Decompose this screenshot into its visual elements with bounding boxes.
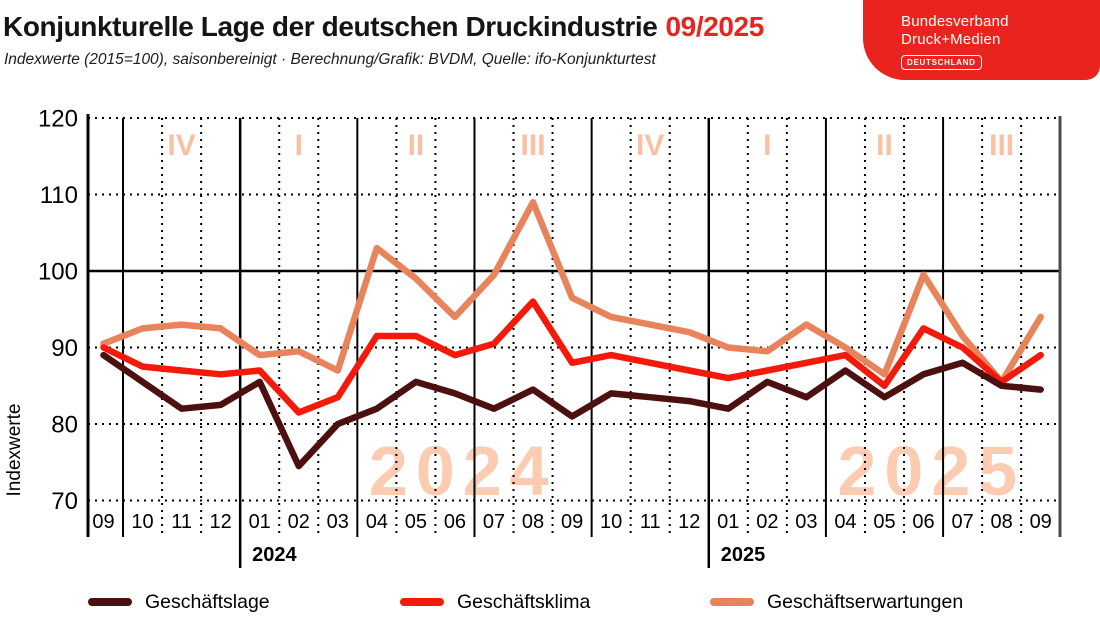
page-subtitle: Indexwerte (2015=100), saisonbereinigt ·… bbox=[4, 51, 656, 68]
x-tick-label: 06 bbox=[444, 511, 466, 533]
page-title-text: Konjunkturelle Lage der deutschen Drucki… bbox=[3, 11, 658, 42]
y-tick-label: 100 bbox=[38, 259, 78, 286]
legend-label-geschaeftsklima: Geschäftsklima bbox=[457, 590, 591, 613]
x-tick-label: 05 bbox=[873, 511, 895, 533]
x-tick-label: 03 bbox=[327, 511, 349, 533]
x-tick-label: 02 bbox=[756, 511, 778, 533]
quarter-label: III bbox=[989, 129, 1014, 162]
bvdm-logo: Bundesverband Druck+Medien DEUTSCHLAND bbox=[863, 0, 1100, 80]
x-tick-label: 07 bbox=[951, 511, 973, 533]
quarter-label: II bbox=[876, 129, 893, 162]
y-tick-label: 110 bbox=[40, 182, 78, 209]
x-tick-label: 02 bbox=[288, 511, 310, 533]
year-label: 2025 bbox=[721, 544, 766, 566]
legend-label-geschaeftslage: Geschäftslage bbox=[145, 590, 270, 613]
y-axis-title: Indexwerte bbox=[4, 404, 25, 497]
x-tick-label: 10 bbox=[131, 511, 153, 533]
legend-item-geschaeftsklima: Geschäftsklima bbox=[400, 588, 590, 616]
year-watermark: 2024 bbox=[369, 432, 557, 510]
quarter-label: I bbox=[295, 129, 303, 162]
series-line-geschäftsklima bbox=[100, 298, 1044, 416]
x-tick-label: 06 bbox=[912, 511, 934, 533]
x-tick-label: 10 bbox=[600, 511, 622, 533]
x-tick-label: 08 bbox=[522, 511, 544, 533]
x-tick-label: 09 bbox=[1030, 511, 1052, 533]
page-title: Konjunkturelle Lage der deutschen Drucki… bbox=[3, 11, 764, 43]
legend-swatch-geschaeftserwartungen bbox=[710, 598, 754, 606]
x-tick-label: 09 bbox=[561, 511, 583, 533]
x-tick-label: 09 bbox=[92, 511, 114, 533]
x-tick-label: 07 bbox=[483, 511, 505, 533]
quarter-label: III bbox=[521, 129, 546, 162]
legend-item-geschaeftserwartungen: Geschäftserwartungen bbox=[710, 588, 963, 616]
y-tick-label: 80 bbox=[51, 412, 78, 439]
x-tick-label: 01 bbox=[249, 511, 271, 533]
logo-line2: Druck+Medien bbox=[901, 31, 1001, 48]
x-tick-label: 12 bbox=[210, 511, 232, 533]
y-tick-label: 70 bbox=[51, 488, 78, 515]
x-tick-label: 11 bbox=[171, 511, 192, 533]
year-watermark: 2025 bbox=[837, 432, 1025, 510]
quarter-label: I bbox=[763, 129, 771, 162]
x-tick-label: 12 bbox=[678, 511, 700, 533]
y-tick-label: 90 bbox=[51, 335, 78, 362]
legend-item-geschaeftslage: Geschäftslage bbox=[88, 588, 270, 616]
quarter-label: IV bbox=[167, 129, 195, 162]
quarter-label: IV bbox=[636, 129, 664, 162]
year-label: 2024 bbox=[252, 544, 297, 566]
series-line-geschäftserwartungen bbox=[100, 198, 1044, 386]
x-tick-label: 04 bbox=[366, 511, 388, 533]
legend-label-geschaeftserwartungen: Geschäftserwartungen bbox=[767, 590, 964, 613]
report-date: 09/2025 bbox=[665, 11, 764, 42]
x-tick-label: 03 bbox=[795, 511, 817, 533]
logo-line1: Bundesverband bbox=[901, 13, 1009, 30]
chart-legend: Geschäftslage Geschäftsklima Geschäftser… bbox=[0, 588, 1100, 616]
x-tick-label: 08 bbox=[991, 511, 1013, 533]
legend-swatch-geschaeftsklima bbox=[400, 598, 444, 606]
y-tick-label: 120 bbox=[38, 106, 78, 133]
series-line-geschäftslage bbox=[100, 351, 1044, 470]
quarter-label: II bbox=[408, 129, 425, 162]
x-tick-label: 11 bbox=[640, 511, 661, 533]
legend-swatch-geschaeftslage bbox=[88, 598, 132, 606]
logo-country-badge: DEUTSCHLAND bbox=[901, 55, 982, 70]
x-tick-label: 04 bbox=[834, 511, 856, 533]
x-tick-label: 01 bbox=[717, 511, 739, 533]
x-tick-label: 05 bbox=[405, 511, 427, 533]
